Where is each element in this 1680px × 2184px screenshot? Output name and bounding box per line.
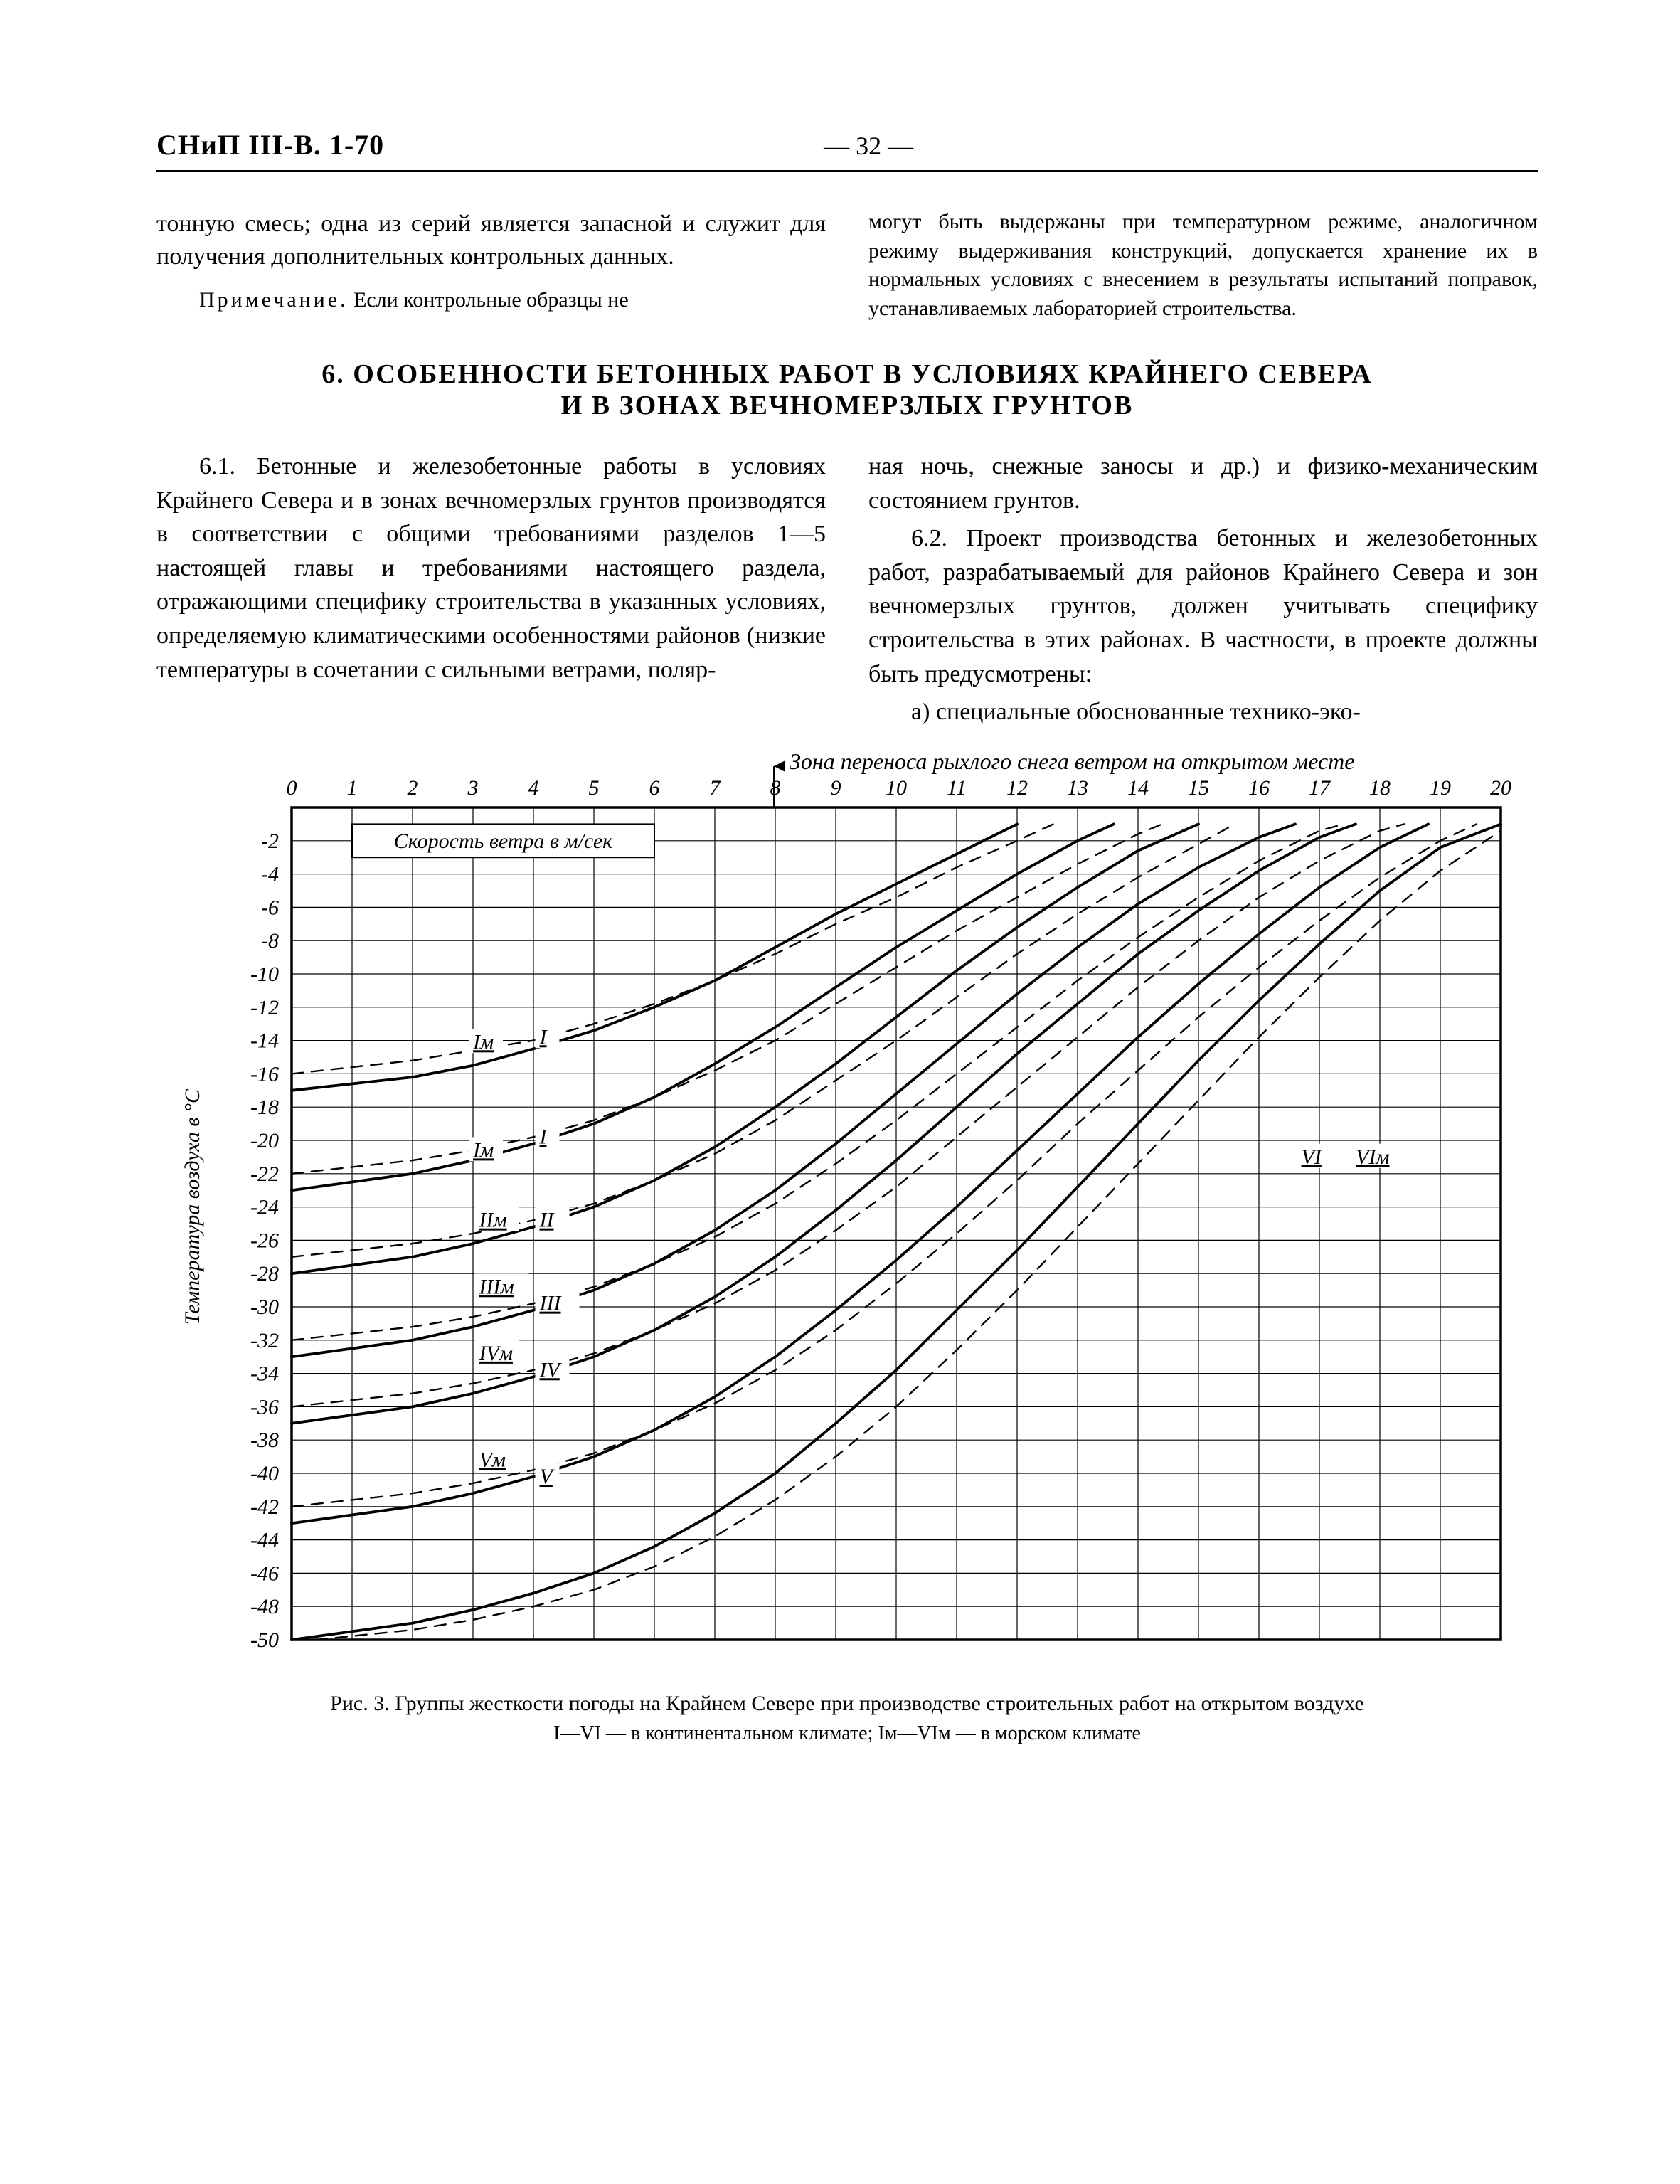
svg-text:18: 18 (1369, 776, 1391, 800)
figure-caption-sub: I—VI — в континентальном климате; Iм—VIм… (156, 1722, 1538, 1745)
svg-text:Температура воздуха в °C: Температура воздуха в °C (181, 1088, 204, 1325)
para-6-2: 6.2. Проект производства бетонных и желе… (868, 521, 1538, 691)
svg-text:2: 2 (408, 776, 418, 800)
page-header: СНиП III-В. 1-70 — 32 — (156, 128, 1538, 172)
svg-text:10: 10 (886, 776, 907, 800)
svg-text:-16: -16 (250, 1062, 279, 1086)
svg-text:Iм: Iм (472, 1138, 494, 1162)
svg-text:-50: -50 (250, 1628, 279, 1652)
section-heading-line1: 6. ОСОБЕННОСТИ БЕТОННЫХ РАБОТ В УСЛОВИЯХ… (156, 359, 1538, 390)
note-text: Если контрольные образцы не (353, 288, 629, 312)
svg-text:-36: -36 (250, 1395, 279, 1419)
top-right-paragraph: могут быть выдержаны при температурном р… (868, 208, 1538, 323)
svg-text:3: 3 (467, 776, 479, 800)
svg-text:IIм: IIм (479, 1208, 507, 1231)
weather-severity-chart: 01234567891011121314151617181920-2-4-6-8… (156, 743, 1522, 1668)
svg-text:-14: -14 (250, 1029, 279, 1052)
svg-text:-18: -18 (250, 1096, 279, 1119)
svg-text:Vм: Vм (479, 1448, 506, 1471)
svg-text:19: 19 (1430, 776, 1451, 800)
svg-text:-34: -34 (250, 1362, 279, 1385)
doc-code: СНиП III-В. 1-70 (156, 128, 384, 161)
svg-text:0: 0 (287, 776, 297, 800)
top-text-columns: тонную смесь; одна из серий является зап… (156, 208, 1538, 323)
svg-text:7: 7 (710, 776, 722, 800)
svg-text:-2: -2 (261, 829, 279, 853)
svg-text:VIм: VIм (1356, 1145, 1389, 1169)
svg-text:-20: -20 (250, 1129, 279, 1152)
svg-text:4: 4 (528, 776, 539, 800)
svg-text:-38: -38 (250, 1428, 279, 1452)
svg-text:16: 16 (1248, 776, 1270, 800)
svg-text:-22: -22 (250, 1162, 279, 1186)
top-column-left: тонную смесь; одна из серий является зап… (156, 208, 826, 323)
svg-text:IIIм: IIIм (479, 1275, 514, 1298)
page-number: — 32 — (824, 131, 913, 161)
svg-text:-12: -12 (250, 996, 279, 1019)
figure-caption: Рис. 3. Группы жесткости погоды на Крайн… (156, 1690, 1538, 1719)
top-left-paragraph: тонную смесь; одна из серий является зап… (156, 208, 826, 273)
svg-text:-10: -10 (250, 963, 279, 986)
svg-text:1: 1 (347, 776, 358, 800)
svg-text:-26: -26 (250, 1229, 279, 1252)
chart-figure: 01234567891011121314151617181920-2-4-6-8… (156, 743, 1538, 1668)
svg-text:8: 8 (770, 776, 781, 800)
svg-text:15: 15 (1188, 776, 1209, 800)
svg-text:17: 17 (1309, 776, 1331, 800)
svg-text:12: 12 (1006, 776, 1028, 800)
top-column-right: могут быть выдержаны при температурном р… (868, 208, 1538, 323)
svg-text:III: III (539, 1291, 563, 1315)
svg-text:IVм: IVм (479, 1342, 513, 1365)
svg-text:-44: -44 (250, 1528, 279, 1552)
mid-column-left: 6.1. Бетонные и железобетонные работы в … (156, 450, 826, 729)
page: СНиП III-В. 1-70 — 32 — тонную смесь; од… (0, 0, 1680, 2184)
para-6-1: 6.1. Бетонные и железобетонные работы в … (156, 450, 826, 687)
mid-text-columns: 6.1. Бетонные и железобетонные работы в … (156, 450, 1538, 729)
svg-text:20: 20 (1490, 776, 1511, 800)
section-heading: 6. ОСОБЕННОСТИ БЕТОННЫХ РАБОТ В УСЛОВИЯХ… (156, 359, 1538, 421)
svg-text:-40: -40 (250, 1462, 279, 1485)
svg-text:-30: -30 (250, 1295, 279, 1319)
top-left-note: Примечание. Если контрольные образцы не (156, 286, 826, 315)
svg-text:-46: -46 (250, 1562, 279, 1585)
svg-text:-32: -32 (250, 1329, 279, 1352)
svg-text:-28: -28 (250, 1262, 279, 1286)
para-6-2a: а) специальные обоснованные технико-эко- (868, 695, 1538, 729)
svg-text:9: 9 (831, 776, 841, 800)
svg-text:-6: -6 (261, 896, 279, 919)
svg-text:IV: IV (539, 1358, 563, 1382)
note-label: Примечание. (199, 288, 349, 312)
svg-text:5: 5 (589, 776, 600, 800)
svg-text:-24: -24 (250, 1195, 279, 1219)
svg-text:11: 11 (947, 776, 967, 800)
svg-text:-4: -4 (261, 862, 279, 886)
svg-text:VI: VI (1302, 1145, 1323, 1169)
svg-text:Зона переноса рыхлого снега ве: Зона переноса рыхлого снега ветром на от… (790, 748, 1354, 774)
svg-text:6: 6 (649, 776, 660, 800)
svg-text:Скорость ветра в м/сек: Скорость ветра в м/сек (394, 829, 613, 853)
svg-text:II: II (539, 1208, 555, 1231)
svg-text:-48: -48 (250, 1595, 279, 1618)
para-6-1-continuation: ная ночь, снежные заносы и др.) и физико… (868, 450, 1538, 517)
svg-text:-8: -8 (261, 929, 279, 953)
svg-text:-42: -42 (250, 1495, 279, 1519)
section-heading-line2: И В ЗОНАХ ВЕЧНОМЕРЗЛЫХ ГРУНТОВ (156, 390, 1538, 421)
svg-text:Iм: Iм (472, 1030, 494, 1054)
svg-text:14: 14 (1127, 776, 1149, 800)
mid-column-right: ная ночь, снежные заносы и др.) и физико… (868, 450, 1538, 729)
svg-text:13: 13 (1067, 776, 1088, 800)
